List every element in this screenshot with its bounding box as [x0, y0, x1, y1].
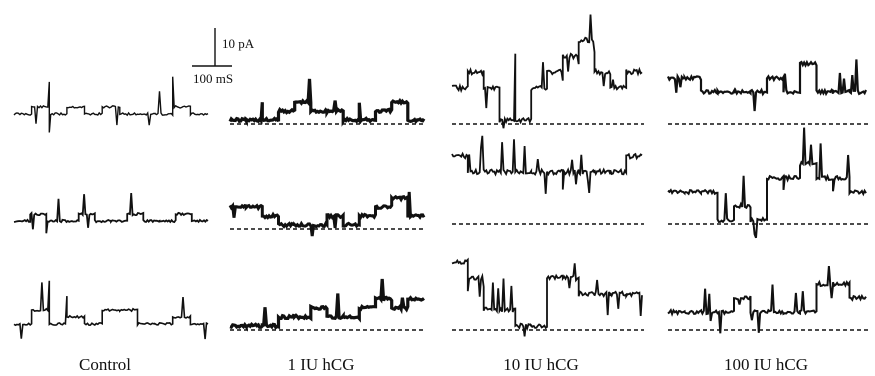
current-trace-control-1: [13, 76, 209, 133]
current-trace-iu1-1: [228, 78, 426, 127]
current-trace-iu100-3: [667, 266, 867, 334]
scale-bar-time-label: 100 mS: [193, 71, 233, 86]
current-trace-iu10-3: [451, 257, 643, 337]
current-trace-iu10-1: [451, 14, 643, 129]
column-label-100iu: 100 IU hCG: [724, 355, 808, 374]
current-trace-iu10-2: [451, 135, 643, 194]
current-trace-iu1-3: [229, 278, 425, 332]
column-label-1iu: 1 IU hCG: [287, 355, 354, 374]
scale-bar-current-label: 10 pA: [222, 36, 255, 51]
scale-bar: 10 pA 100 mS: [192, 28, 255, 86]
current-trace-control-2: [13, 192, 209, 234]
current-trace-iu100-1: [666, 59, 868, 112]
column-label-10iu: 10 IU hCG: [503, 355, 579, 374]
column-label-control: Control: [79, 355, 131, 374]
current-trace-iu100-2: [667, 127, 867, 239]
traces-grid: [13, 14, 868, 340]
current-trace-control-3: [13, 280, 209, 340]
current-trace-iu1-2: [228, 191, 426, 237]
